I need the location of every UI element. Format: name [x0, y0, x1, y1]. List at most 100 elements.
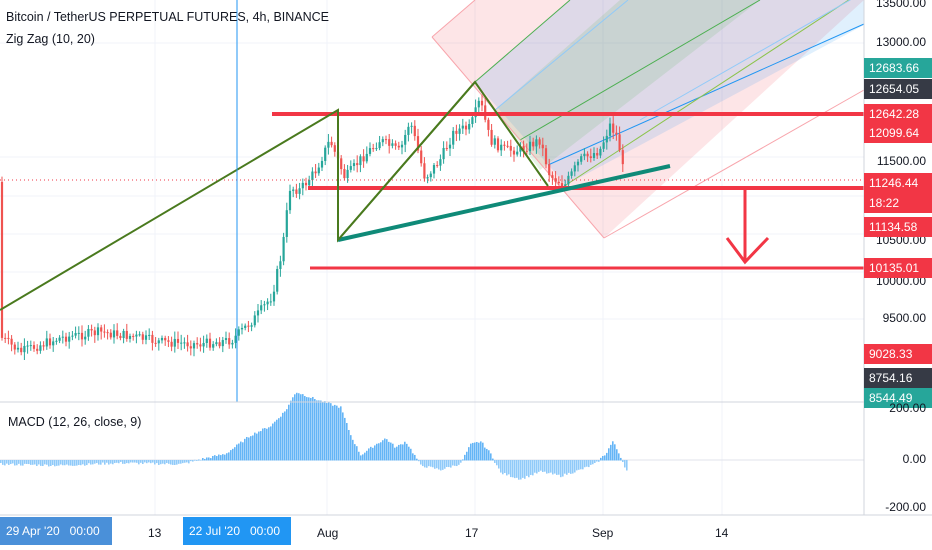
macd-bar [596, 460, 598, 462]
candle-body [93, 330, 96, 336]
indicator-zigzag-label[interactable]: Zig Zag (10, 20) [6, 32, 95, 46]
macd-bar [36, 460, 38, 466]
macd-bar [114, 460, 116, 464]
macd-bar [100, 460, 102, 465]
candle-body [87, 328, 90, 337]
candle-body [138, 334, 141, 336]
macd-bar [590, 460, 592, 465]
candle-body [58, 337, 61, 341]
macd-bar [148, 460, 150, 463]
macd-bar [250, 436, 252, 461]
macd-bar [344, 417, 346, 461]
macd-bar [516, 460, 518, 478]
pitchfork-line [474, 0, 571, 83]
macd-bar [522, 460, 524, 478]
candle-body [394, 143, 397, 146]
macd-bar [558, 460, 560, 475]
candle-body [52, 341, 55, 346]
macd-bar [154, 460, 156, 465]
candle-body [304, 182, 308, 186]
candle-body [596, 153, 599, 156]
candle-body [375, 148, 378, 150]
macd-bar [308, 397, 310, 461]
macd-bar [448, 460, 450, 468]
candle-body [106, 332, 109, 334]
macd-bar [306, 397, 308, 461]
macd-bar [396, 446, 398, 461]
macd-bar [84, 460, 86, 466]
candle-body [90, 328, 93, 331]
macd-bar [318, 400, 320, 461]
macd-bar [10, 460, 12, 465]
time-tick: Sep [592, 526, 614, 540]
macd-bar [78, 460, 80, 465]
macd-bar [358, 451, 360, 461]
arrow-head [725, 236, 770, 265]
macd-bar [612, 441, 614, 461]
macd-bar [228, 452, 230, 461]
price-tag: 18:22 [864, 193, 932, 213]
macd-bar [400, 444, 402, 461]
macd-bar [134, 460, 136, 463]
candle-body [308, 180, 311, 186]
candle-body [426, 177, 429, 179]
time-tick: 17 [465, 526, 479, 540]
macd-bar [602, 455, 604, 461]
macd-bar [392, 443, 394, 461]
candle-body [228, 338, 231, 345]
time-tick: Aug [317, 526, 339, 540]
candle-body [122, 330, 125, 339]
macd-bar [422, 460, 424, 467]
macd-bar [66, 460, 68, 465]
macd-bar [452, 460, 454, 466]
macd-bar [338, 407, 340, 461]
macd-bar [466, 451, 468, 461]
macd-bar [204, 458, 206, 461]
macd-bar [202, 458, 204, 461]
macd-bar [118, 460, 120, 464]
macd-bar [28, 460, 30, 465]
macd-bar [304, 396, 306, 461]
candle-body [528, 141, 532, 152]
macd-bar [68, 460, 70, 466]
candle-body [23, 345, 26, 353]
macd-bar [246, 436, 248, 461]
macd-bar [34, 460, 36, 465]
macd-bar [82, 460, 84, 465]
pitchfork-line [431, 0, 476, 38]
macd-bar [16, 460, 18, 466]
macd-bar [48, 460, 50, 467]
indicator-macd-label[interactable]: MACD (12, 26, close, 9) [8, 415, 142, 429]
macd-bar [464, 454, 466, 461]
candle-body [84, 336, 87, 340]
macd-bar [186, 460, 188, 463]
macd-bar [324, 401, 326, 461]
macd-bar [416, 458, 418, 461]
macd-bar [572, 460, 574, 474]
macd-bar [626, 460, 628, 471]
macd-bar [426, 460, 428, 468]
candle-body [429, 173, 432, 178]
macd-bar [260, 431, 262, 461]
candle-body [176, 338, 180, 343]
macd-bar [206, 457, 208, 461]
candle-body [164, 337, 167, 341]
macd-bar [262, 428, 264, 461]
candle-body [551, 175, 554, 179]
macd-bar [294, 394, 296, 461]
candle-body [45, 338, 48, 347]
macd-bar [218, 454, 220, 461]
macd-bar [122, 460, 124, 464]
macd-bar [112, 460, 114, 465]
macd-bar [498, 460, 500, 469]
candle-body [0, 182, 4, 338]
candle-body [64, 336, 68, 342]
macd-bar [482, 442, 484, 461]
candle-body [221, 340, 224, 347]
macd-bar [8, 460, 10, 465]
candle-body [519, 146, 522, 152]
candle-body [77, 332, 80, 334]
macd-bar [76, 460, 78, 466]
candle-body [186, 342, 189, 347]
